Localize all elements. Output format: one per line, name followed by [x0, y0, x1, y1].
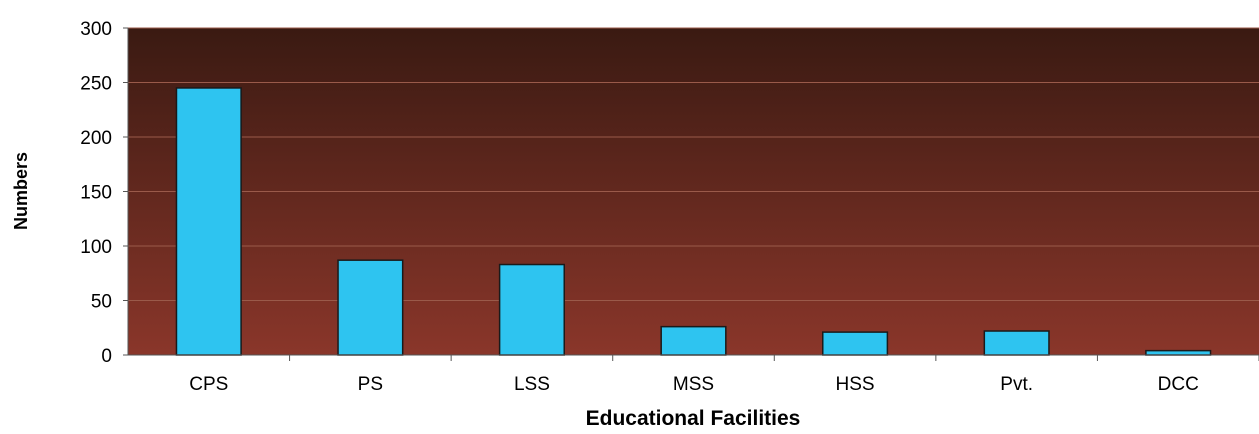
y-tick-label: 0 [101, 346, 112, 367]
bars [175, 87, 1212, 356]
y-axis-title: Numbers [11, 152, 31, 230]
x-tick-label: MSS [673, 374, 714, 395]
gridlines [128, 27, 1259, 301]
bar-cps [175, 87, 242, 356]
y-tick-label: 150 [80, 183, 112, 204]
y-axis: 0 50 100 150 200 250 300 [80, 19, 129, 367]
x-tick-label: HSS [836, 374, 875, 395]
y-tick-label: 250 [80, 74, 112, 95]
y-tick-label: 200 [80, 128, 112, 149]
bar-hss [822, 331, 889, 356]
x-tick-label: LSS [514, 374, 550, 395]
bar-ps [337, 259, 404, 356]
x-axis-title: Educational Facilities [586, 407, 801, 430]
y-tick-label: 300 [80, 19, 112, 40]
x-tick-label: PS [358, 374, 383, 395]
x-tick-label: DCC [1158, 374, 1199, 395]
bar-lss [498, 263, 565, 356]
bar-dcc [1145, 349, 1212, 356]
x-tick-label: Pvt. [1000, 374, 1033, 395]
x-axis: CPS PS LSS MSS HSS Pvt. DCC [128, 354, 1259, 395]
y-tick-label: 50 [91, 292, 112, 313]
bar-mss [660, 325, 727, 356]
y-tick-label: 100 [80, 237, 112, 258]
bar-pvt [983, 330, 1050, 356]
x-tick-label: CPS [189, 374, 228, 395]
